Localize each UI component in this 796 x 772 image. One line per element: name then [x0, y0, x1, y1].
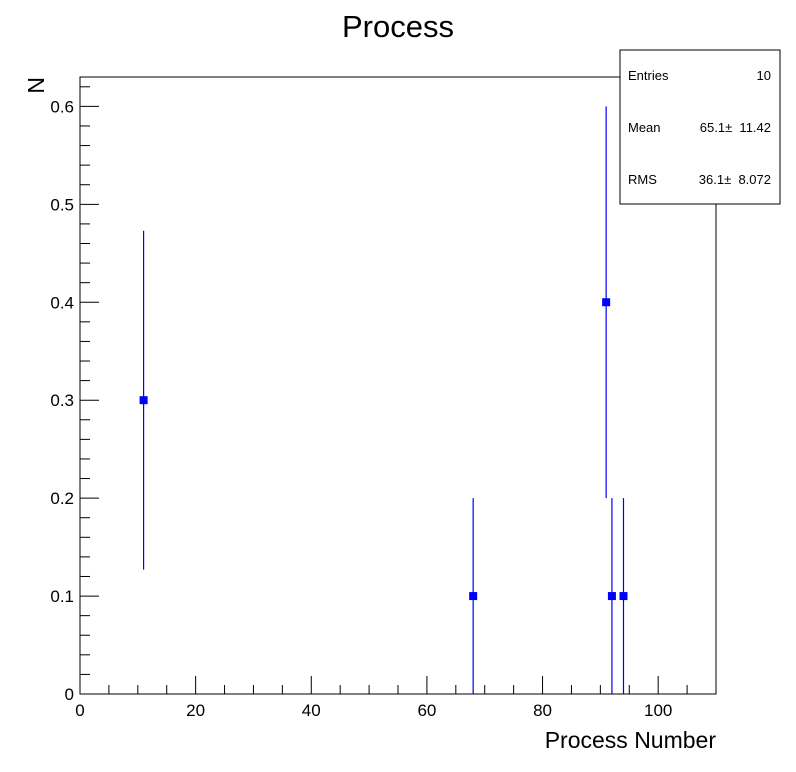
x-tick-label: 0 — [75, 701, 84, 720]
y-tick-label: 0 — [65, 685, 74, 704]
x-tick-label: 80 — [533, 701, 552, 720]
y-axis-ticks — [80, 86, 99, 695]
stats-mean-value: 65.1± 11.42 — [700, 120, 771, 135]
x-tick-label: 60 — [417, 701, 436, 720]
stats-rms-label: RMS — [628, 172, 657, 187]
stats-entries-label: Entries — [628, 68, 669, 83]
stats-entries-value: 10 — [757, 68, 771, 83]
y-tick-label: 0.4 — [50, 293, 74, 312]
y-axis-tick-labels: 0 0.1 0.2 0.3 0.4 0.5 0.6 — [50, 97, 74, 704]
y-tick-label: 0.5 — [50, 195, 74, 214]
stats-mean-label: Mean — [628, 120, 661, 135]
data-point — [602, 298, 611, 307]
y-tick-label: 0.3 — [50, 391, 74, 410]
y-tick-label: 0.6 — [50, 97, 74, 116]
stats-box-frame — [619, 49, 781, 205]
data-series — [139, 106, 628, 694]
x-tick-label: 100 — [644, 701, 672, 720]
y-tick-label: 0.1 — [50, 587, 74, 606]
y-tick-label: 0.2 — [50, 489, 74, 508]
data-point — [619, 592, 628, 601]
x-tick-label: 20 — [186, 701, 205, 720]
y-axis-title: N — [23, 77, 49, 94]
x-axis-tick-labels: 0 20 40 60 80 100 — [75, 701, 672, 720]
x-axis-ticks — [79, 676, 717, 694]
stats-rms-value: 36.1± 8.072 — [699, 172, 771, 187]
stats-box: Entries 10 Mean 65.1± 11.42 RMS 36.1± 8.… — [619, 49, 781, 205]
data-point — [469, 592, 478, 601]
x-axis-title: Process Number — [545, 727, 717, 753]
x-tick-label: 40 — [302, 701, 321, 720]
chart-title: Process — [342, 9, 454, 44]
data-point — [607, 592, 616, 601]
data-point — [139, 396, 148, 405]
